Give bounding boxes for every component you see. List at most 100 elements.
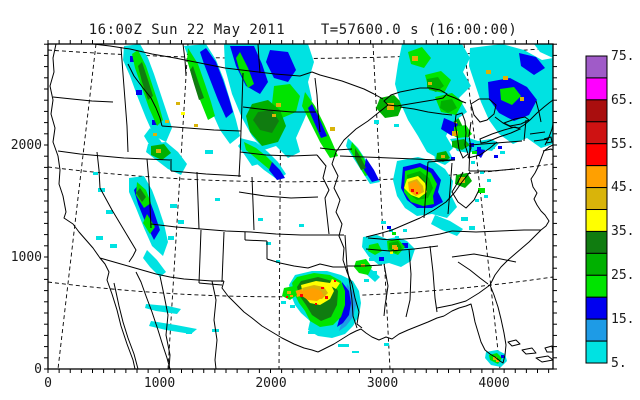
radar-echo [384,343,389,346]
y-axis-label: 1000 [11,250,42,265]
map-border [198,229,202,284]
radar-echo [500,151,505,154]
radar-echo [498,146,502,149]
map-border [257,44,261,74]
radar-echo [366,269,380,282]
x-axis-label: 1000 [144,376,175,391]
radar-echo [477,147,481,151]
map-border [436,284,491,309]
radar-echo [403,229,407,232]
map-border [399,106,453,116]
radar-echo [520,97,524,101]
map-border [339,155,455,161]
map-border [96,151,137,263]
radar-echo [379,257,384,261]
map-border [317,328,362,353]
map-border [242,106,316,113]
radar-echo [290,295,293,297]
map-border [331,104,389,329]
map-border [365,171,471,238]
radar-echo [276,260,280,263]
latlon-gridline [372,44,391,369]
radar-echo [394,247,398,250]
radar-echo [152,120,158,125]
map-border [196,171,200,230]
colorbar-swatch [585,318,608,342]
map-border [542,148,553,152]
map-border [469,168,516,172]
map-border [367,230,453,241]
radar-echo [187,48,215,120]
radar-echo [168,236,174,240]
radar-echo [200,48,233,118]
radar-echo [478,188,485,193]
plot-title: 16:00Z Sun 22 May 2011 T=57600.0 s (16:0… [88,22,518,38]
colorbar-label: 5. [611,356,627,371]
map-border [161,125,242,132]
map-border [451,253,517,263]
map-border [239,151,318,157]
colorbar-swatch [585,274,608,298]
radar-echo [145,304,181,314]
radar-echo [93,172,98,175]
map-border [221,231,225,283]
latlon-gridline [48,163,553,183]
map-border [360,315,445,341]
map-border [451,229,541,233]
radar-echo [276,103,281,107]
radar-echo [364,279,369,282]
radar-echo [372,271,377,274]
radar-echo [461,217,468,221]
radar-echo [408,47,431,68]
map-border [423,161,429,219]
colorbar-swatch [585,77,608,101]
radar-echo [136,90,142,95]
map-border [523,119,527,142]
map-border [150,223,344,236]
radar-echo [484,195,488,198]
radar-echo [106,210,113,214]
radar-echo [355,148,366,170]
map-border [146,158,152,229]
radar-echo [176,102,180,105]
radar-echo [451,157,455,160]
radar-echo [287,291,291,294]
radar-echo [244,142,274,170]
radar-echo [368,243,382,255]
radar-echo [190,66,204,100]
radar-echo [136,188,146,202]
radar-echo [441,155,445,158]
colorbar-label: 35. [611,224,634,239]
map-border [127,63,163,127]
map-border [182,44,187,77]
colorbar-label: 45. [611,180,634,195]
map-border [530,144,553,231]
radar-echo [258,218,263,221]
radar-echo [395,44,471,160]
radar-echo [494,155,498,158]
radar-echo [493,357,497,360]
map-border [238,72,244,178]
map-border [468,144,471,172]
y-axis-label: 2000 [11,138,42,153]
radar-echo [325,296,328,299]
map-border [446,94,467,104]
map-border [92,44,384,100]
colorbar-swatch [585,143,608,167]
radar-echo [302,288,324,301]
radar-echo [394,124,399,127]
axis-ticks [44,40,557,373]
radar-echo [300,294,303,297]
radar-echo [471,161,475,164]
radar-echo [272,114,276,117]
radar-echo [149,321,197,334]
map-border [383,263,389,317]
map-border [238,191,319,199]
radar-echo [194,124,198,127]
latlon-gridline [57,44,97,369]
radar-echo [110,244,117,248]
radar-echo [186,331,192,334]
radar-echo [534,44,553,58]
colorbar-swatch [585,55,608,79]
